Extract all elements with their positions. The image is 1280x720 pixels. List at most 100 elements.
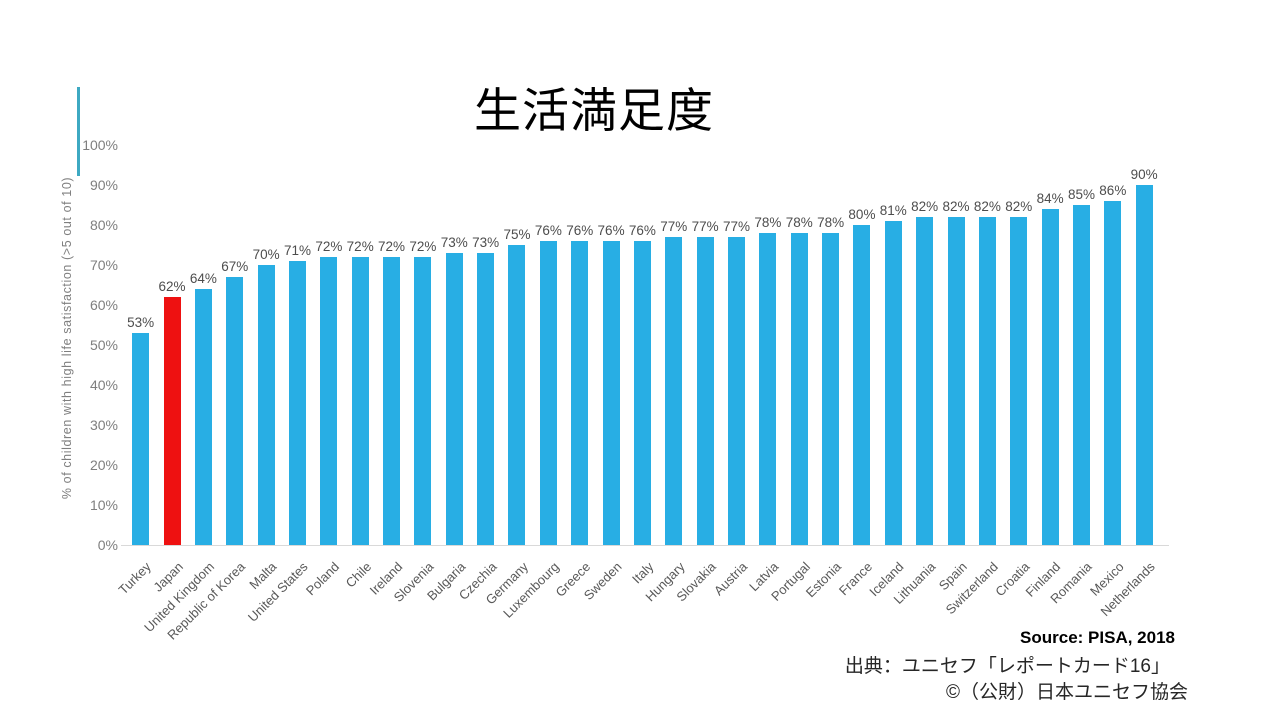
bar	[947, 217, 965, 545]
chart-title: 生活満足度	[474, 84, 714, 137]
bar-group-netherlands: 90% Netherlands	[1098, 145, 1160, 619]
bar-group-austria: 77% Austria	[711, 145, 752, 598]
value-label: 70%	[252, 247, 280, 262]
bar-group-hungary: 77% Hungary	[642, 145, 689, 604]
value-label: 72%	[378, 239, 406, 254]
bar-group-slovakia: 77% Slovakia	[673, 145, 720, 604]
bar	[539, 241, 557, 545]
value-label: 76%	[534, 223, 562, 238]
value-label: 76%	[597, 223, 625, 238]
bar	[226, 277, 244, 545]
value-label: 81%	[879, 203, 907, 218]
bar	[665, 237, 683, 545]
y-tick-label: 0%	[97, 537, 118, 553]
bar-group-croatia: 82% Croatia	[992, 145, 1034, 599]
bar-group-republic-of-korea: 67% Republic of Korea	[165, 145, 250, 643]
bar-group-france: 80% France	[836, 145, 877, 598]
y-tick-label: 30%	[89, 417, 118, 433]
bar-group-ireland: 72% Ireland	[366, 145, 407, 598]
value-label: 71%	[283, 243, 311, 258]
value-label: 78%	[754, 215, 782, 230]
category-label: Poland	[303, 559, 343, 599]
bar-group-spain: 82% Spain	[936, 145, 971, 593]
bar	[790, 233, 808, 545]
bar-group-sweden: 76% Sweden	[581, 145, 626, 603]
bar	[320, 257, 338, 545]
bar-group-germany: 75% Germany	[482, 145, 532, 607]
value-label: 67%	[221, 259, 249, 274]
bar	[1104, 201, 1122, 545]
value-label: 82%	[973, 199, 1001, 214]
y-tick-label: 40%	[89, 377, 118, 393]
bar-group-japan: 62% Japan	[150, 145, 187, 595]
bar-group-latvia: 78% Latvia	[746, 145, 783, 594]
category-label: Turkey	[115, 559, 155, 598]
bar	[288, 261, 306, 545]
bar	[978, 217, 996, 545]
copyright-text: ©（公財）日本ユニセフ協会	[945, 682, 1188, 703]
bar-group-finland: 84% Finland	[1023, 145, 1065, 600]
value-label: 77%	[660, 219, 688, 234]
y-tick-label: 90%	[89, 177, 118, 193]
bar-group-italy: 76% Italy	[627, 145, 658, 586]
bar	[508, 245, 526, 545]
bar-group-poland: 72% Poland	[303, 145, 344, 598]
value-label: 62%	[158, 279, 186, 294]
bar-group-czechia: 73% Czechia	[455, 145, 501, 603]
value-label: 84%	[1036, 191, 1064, 206]
bar	[759, 233, 777, 545]
bar	[257, 265, 275, 545]
bar	[194, 289, 212, 545]
bar-group-united-states: 71% United States	[245, 145, 313, 625]
bar	[132, 333, 150, 545]
value-label: 72%	[346, 239, 374, 254]
bar	[571, 241, 589, 545]
plot-area: 53% Turkey 62% Japan 64% United Kingdom 67% Rep…	[116, 145, 1160, 643]
bar-group-estonia: 78% Estonia	[803, 145, 846, 600]
bar-group-greece: 76% Greece	[553, 145, 595, 600]
y-tick-label: 50%	[89, 337, 118, 353]
bar-group-luxembourg: 76% Luxembourg	[500, 145, 564, 621]
value-label: 75%	[503, 227, 531, 242]
value-label: 53%	[127, 315, 155, 330]
value-label: 78%	[817, 215, 845, 230]
bar	[884, 221, 902, 545]
bar-group-romania: 85% Romania	[1048, 145, 1097, 606]
axis-accent-line	[77, 87, 80, 176]
value-label: 72%	[409, 239, 437, 254]
y-tick-label: 10%	[89, 497, 118, 513]
bar	[1041, 209, 1059, 545]
bar	[477, 253, 495, 545]
bar-highlighted	[163, 297, 181, 545]
y-tick-label: 60%	[89, 297, 118, 313]
bar	[445, 253, 463, 545]
bar-group-chile: 72% Chile	[342, 145, 376, 591]
bar-group-switzerland: 82% Switzerland	[943, 145, 1003, 617]
value-label: 78%	[785, 215, 813, 230]
value-label: 76%	[628, 223, 656, 238]
bar	[1010, 217, 1028, 545]
attribution-text: 出典：ユニセフ「レポートカード16」	[844, 656, 1170, 677]
bar-group-turkey: 53% Turkey	[116, 145, 156, 597]
bar	[351, 257, 369, 545]
y-tick-label: 80%	[89, 217, 118, 233]
bar	[633, 241, 651, 545]
bar-group-mexico: 86% Mexico	[1087, 145, 1128, 599]
bar	[696, 237, 714, 545]
value-label: 85%	[1067, 187, 1095, 202]
bar	[916, 217, 934, 545]
bar	[822, 233, 840, 545]
value-label: 64%	[189, 271, 217, 286]
value-label: 82%	[1005, 199, 1033, 214]
source-text: Source: PISA, 2018	[1020, 628, 1175, 647]
bar-group-iceland: 81% Iceland	[867, 145, 909, 599]
x-axis-line	[121, 545, 1169, 546]
bar-group-slovenia: 72% Slovenia	[391, 145, 438, 605]
value-label: 77%	[722, 219, 751, 234]
bar	[853, 225, 871, 545]
bar	[728, 237, 745, 545]
value-label: 80%	[848, 207, 876, 222]
y-tick-label: 70%	[89, 257, 118, 273]
value-label: 77%	[691, 219, 719, 234]
